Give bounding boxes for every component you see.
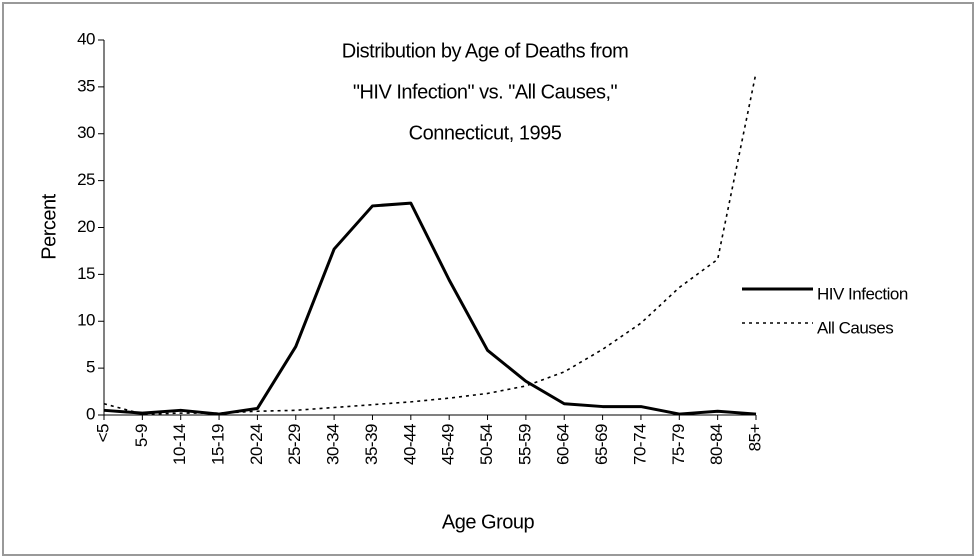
x-tick-label: 65-69 <box>592 424 611 465</box>
x-tick-label: 5-9 <box>132 424 151 447</box>
x-tick-label: 85+ <box>745 423 764 451</box>
x-tick-label: 15-19 <box>209 424 228 465</box>
y-tick-label: 10 <box>77 311 95 330</box>
series-line <box>103 201 757 416</box>
x-tick-label: 35-39 <box>362 424 381 465</box>
x-tick-label: 80-84 <box>707 424 726 465</box>
x-tick-label: 50-54 <box>477 424 496 465</box>
chart-title: "HIV Infection" vs. "All Causes," <box>353 81 618 103</box>
x-tick-label: 40-44 <box>400 424 419 465</box>
legend-label: All Causes <box>817 318 893 337</box>
x-tick-label: 60-64 <box>554 424 573 465</box>
y-axis-label: Percent <box>38 193 60 259</box>
x-tick-label: 55-59 <box>515 424 534 465</box>
y-tick-label: 25 <box>77 170 95 189</box>
x-tick-label: 45-49 <box>439 424 458 465</box>
x-tick-label: 25-29 <box>285 424 304 465</box>
y-tick-label: 30 <box>77 123 95 142</box>
y-tick-label: 20 <box>77 217 95 236</box>
y-tick-label: 35 <box>77 76 95 95</box>
legend-label: HIV Infection <box>817 284 908 303</box>
x-axis-label: Age Group <box>442 511 535 533</box>
y-tick-label: 5 <box>86 358 95 377</box>
x-tick-label: 30-34 <box>324 424 343 465</box>
y-tick-label: 0 <box>86 404 95 423</box>
x-tick-label: <5 <box>93 424 112 442</box>
x-tick-label: 10-14 <box>170 424 189 465</box>
x-tick-label: 70-74 <box>630 424 649 465</box>
chart-title: Connecticut, 1995 <box>409 122 562 144</box>
x-tick-label: 75-79 <box>669 424 688 465</box>
y-tick-label: 40 <box>77 29 95 48</box>
chart-title: Distribution by Age of Deaths from <box>342 40 628 62</box>
x-tick-label: 20-24 <box>247 424 266 465</box>
y-tick-label: 15 <box>77 264 95 283</box>
